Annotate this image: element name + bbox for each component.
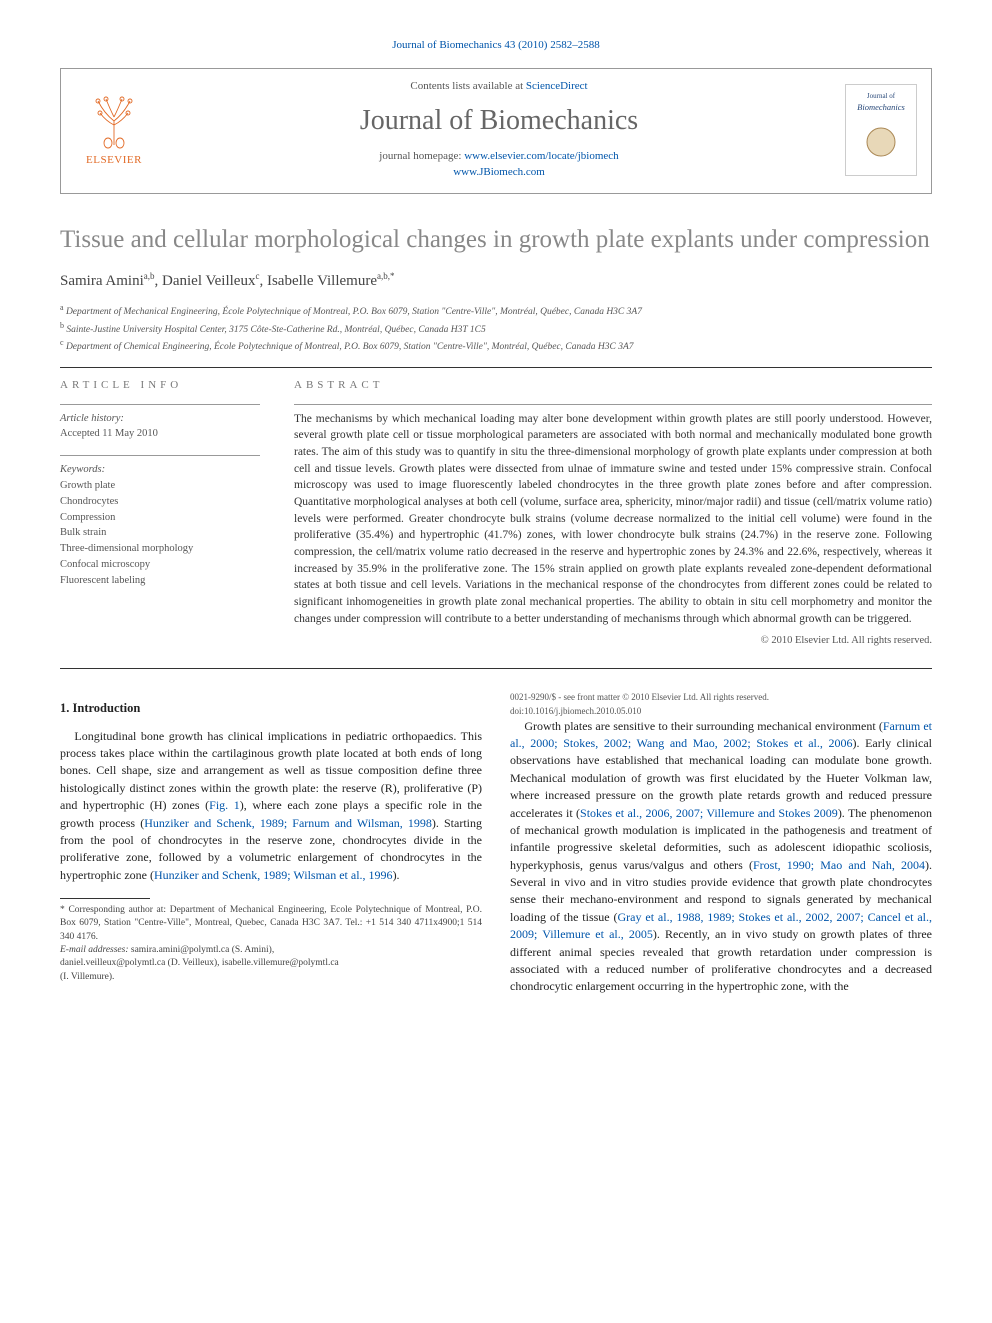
cover-title: Biomechanics — [857, 101, 905, 113]
keyword: Chondrocytes — [60, 494, 260, 510]
affiliations: a Department of Mechanical Engineering, … — [60, 302, 932, 354]
sep: , — [259, 273, 267, 289]
keyword: Fluorescent labeling — [60, 573, 260, 589]
corresponding-footnote: * Corresponding author at: Department of… — [60, 904, 482, 944]
email-footnote: E-mail addresses: samira.amini@polymtl.c… — [60, 944, 482, 957]
front-matter-line: 0021-9290/$ - see front matter © 2010 El… — [510, 691, 932, 717]
homepage-prefix: journal homepage: — [379, 150, 464, 162]
abstract-body: The mechanisms by which mechanical loadi… — [294, 411, 932, 628]
keyword: Growth plate — [60, 478, 260, 494]
top-citation: Journal of Biomechanics 43 (2010) 2582–2… — [60, 38, 932, 54]
ref-link[interactable]: Hunziker and Schenk, 1989; Farnum and Wi… — [144, 816, 432, 830]
affiliation: a Department of Mechanical Engineering, … — [60, 302, 932, 319]
abstract-block: ABSTRACT The mechanisms by which mechani… — [294, 378, 932, 649]
aff-sup: c — [60, 338, 64, 347]
body-columns: 1. Introduction Longitudinal bone growth… — [60, 691, 932, 995]
keyword: Bulk strain — [60, 525, 260, 541]
history-value: Accepted 11 May 2010 — [60, 426, 260, 441]
keywords-label: Keywords: — [60, 462, 260, 477]
corresponding-star-icon: * — [390, 271, 395, 281]
homepage-link[interactable]: www.elsevier.com/locate/jbiomech — [464, 150, 618, 162]
rule — [294, 404, 932, 405]
journal-cover-thumb: Journal of Biomechanics — [845, 84, 917, 176]
keyword: Confocal microscopy — [60, 557, 260, 573]
keyword: Compression — [60, 510, 260, 526]
email-label: E-mail addresses: — [60, 945, 129, 955]
fig-link[interactable]: Fig. 1 — [209, 798, 240, 812]
aff-text: Department of Mechanical Engineering, Éc… — [66, 308, 642, 318]
abstract-head: ABSTRACT — [294, 378, 932, 394]
body-paragraph: Growth plates are sensitive to their sur… — [510, 718, 932, 996]
article-info-head: ARTICLE INFO — [60, 378, 260, 394]
section-head: 1. Introduction — [60, 699, 482, 717]
article-title: Tissue and cellular morphological change… — [60, 224, 932, 255]
ref-link[interactable]: Stokes et al., 2006, 2007; Villemure and… — [580, 806, 838, 820]
author-sup: a,b, — [377, 271, 390, 281]
text: ). — [393, 868, 400, 882]
sep: , — [155, 273, 163, 289]
rule — [60, 404, 260, 405]
aff-sup: b — [60, 321, 64, 330]
author: Samira Amini — [60, 273, 144, 289]
contents-line: Contents lists available at ScienceDirec… — [169, 79, 829, 95]
history-label: Article history: — [60, 411, 260, 426]
elsevier-tree-icon — [84, 91, 144, 149]
ref-link[interactable]: Hunziker and Schenk, 1989; Wilsman et al… — [154, 868, 393, 882]
issn-line: 0021-9290/$ - see front matter © 2010 El… — [510, 691, 932, 704]
email-footnote: daniel.veilleux@polymtl.ca (D. Veilleux)… — [60, 957, 482, 970]
rule — [60, 367, 932, 368]
keyword: Three-dimensional morphology — [60, 541, 260, 557]
homepage-line: journal homepage: www.elsevier.com/locat… — [169, 149, 829, 181]
email-text: samira.amini@polymtl.ca (S. Amini), — [131, 945, 274, 955]
elsevier-wordmark: ELSEVIER — [86, 153, 142, 169]
email-footnote: (I. Villemure). — [60, 971, 482, 984]
elsevier-logo: ELSEVIER — [75, 85, 153, 175]
masthead: ELSEVIER Contents lists available at Sci… — [60, 68, 932, 194]
author-sup: a,b — [144, 271, 155, 281]
article-info-block: ARTICLE INFO Article history: Accepted 1… — [60, 378, 260, 649]
aff-text: Department of Chemical Engineering, Écol… — [66, 342, 634, 352]
abstract-copyright: © 2010 Elsevier Ltd. All rights reserved… — [294, 633, 932, 648]
affiliation: b Sainte-Justine University Hospital Cen… — [60, 320, 932, 337]
footnote-star-icon: * — [60, 905, 65, 915]
author: Daniel Veilleux — [162, 273, 255, 289]
cover-pretitle: Journal of — [867, 91, 895, 101]
authors-line: Samira Aminia,b, Daniel Veilleuxc, Isabe… — [60, 270, 932, 293]
author: Isabelle Villemure — [267, 273, 377, 289]
ref-link[interactable]: Frost, 1990; Mao and Nah, 2004 — [753, 858, 925, 872]
cover-graphic-icon — [856, 114, 906, 164]
aff-sup: a — [60, 303, 64, 312]
footnotes: * Corresponding author at: Department of… — [60, 904, 482, 984]
affiliation: c Department of Chemical Engineering, Éc… — [60, 337, 932, 354]
footnote-text: Corresponding author at: Department of M… — [60, 905, 482, 942]
homepage-alt-link[interactable]: www.JBiomech.com — [453, 166, 545, 178]
body-paragraph: Longitudinal bone growth has clinical im… — [60, 728, 482, 885]
text: Growth plates are sensitive to their sur… — [524, 719, 882, 733]
journal-name: Journal of Biomechanics — [169, 101, 829, 142]
rule — [60, 455, 260, 456]
footnote-rule — [60, 898, 150, 899]
keywords-list: Growth plate Chondrocytes Compression Bu… — [60, 478, 260, 588]
aff-text: Sainte-Justine University Hospital Cente… — [66, 325, 485, 335]
contents-prefix: Contents lists available at — [410, 80, 525, 92]
rule — [60, 668, 932, 669]
doi-line: doi:10.1016/j.jbiomech.2010.05.010 — [510, 705, 932, 718]
sciencedirect-link[interactable]: ScienceDirect — [526, 80, 588, 92]
